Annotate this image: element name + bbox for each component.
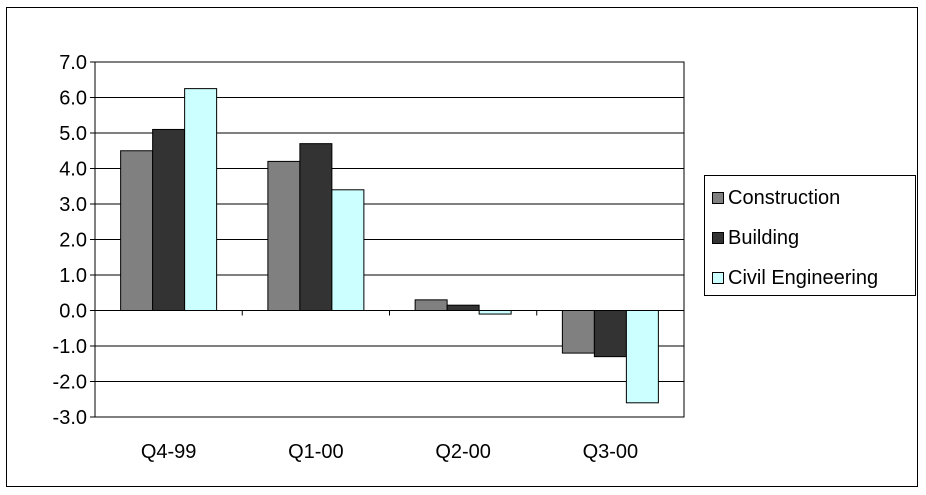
legend-item-construction: Construction: [712, 186, 840, 210]
y-tick-label: -3.0: [53, 407, 87, 429]
bars: [120, 88, 659, 404]
y-tick-label: 3.0: [59, 194, 87, 216]
legend-label-civil-engineering: Civil Engineering: [728, 266, 879, 289]
y-tick-label: -1.0: [53, 336, 87, 358]
legend-swatch-construction: [712, 192, 724, 204]
y-tick-label: -2.0: [53, 372, 87, 394]
legend-label-construction: Construction: [728, 186, 841, 209]
bar-civil-engineering-q1-00: [331, 189, 365, 311]
legend-item-building: Building: [712, 226, 799, 250]
x-tick-label: Q2-00: [435, 441, 491, 463]
axes: [90, 61, 685, 418]
y-tick-label: 0.0: [59, 301, 87, 323]
bar-building-q4-99: [152, 128, 186, 311]
bar-civil-engineering-q4-99: [184, 88, 218, 311]
legend-swatch-building: [712, 232, 724, 244]
legend-item-civil-engineering: Civil Engineering: [712, 266, 878, 290]
bar-construction-q4-99: [120, 150, 154, 311]
y-tick-labels: 7.0 6.0 5.0 4.0 3.0 2.0 1.0 0.0 -1.0 -2.0 -3.0: [53, 52, 87, 429]
bar-building-q3-00: [593, 310, 627, 358]
legend-swatch-civil-engineering: [712, 272, 724, 284]
bar-civil-engineering-q2-00: [478, 310, 512, 315]
x-tick-labels: Q4-99 Q1-00 Q2-00 Q3-00: [141, 441, 638, 463]
bar-civil-engineering-q3-00: [625, 310, 659, 404]
y-tick-label: 7.0: [59, 52, 87, 74]
x-tick-label: Q4-99: [141, 441, 197, 463]
chart-legend: Construction Building Civil Engineering: [704, 175, 916, 296]
y-tick-label: 5.0: [59, 123, 87, 145]
bar-building-q2-00: [446, 304, 480, 311]
x-tick-label: Q1-00: [288, 441, 344, 463]
y-tick-label: 6.0: [59, 88, 87, 110]
bar-building-q1-00: [299, 143, 333, 311]
plot-area-border: [94, 61, 685, 418]
legend-label-building: Building: [728, 226, 800, 249]
bar-construction-q2-00: [414, 299, 448, 312]
bar-construction-q1-00: [267, 160, 301, 311]
x-tick-label: Q3-00: [583, 441, 639, 463]
y-tick-label: 4.0: [59, 159, 87, 181]
bar-construction-q3-00: [561, 310, 595, 354]
y-tick-label: 2.0: [59, 230, 87, 252]
y-tick-label: 1.0: [59, 265, 87, 287]
